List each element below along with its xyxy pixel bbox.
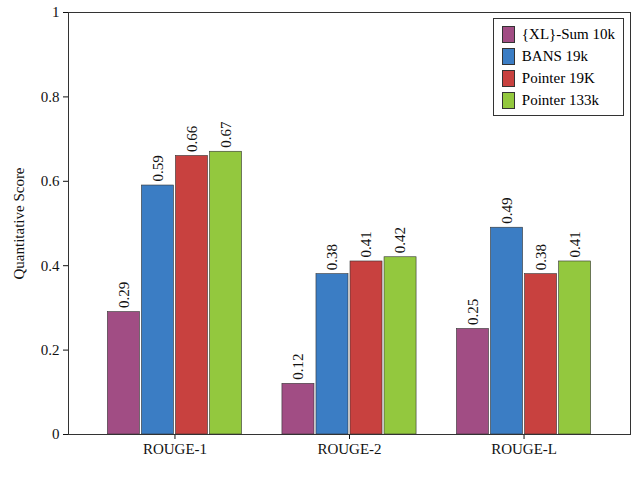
svg-text:0: 0 bbox=[52, 426, 60, 442]
svg-text:0.38: 0.38 bbox=[324, 244, 340, 270]
svg-text:1: 1 bbox=[52, 4, 60, 20]
svg-text:0.29: 0.29 bbox=[116, 282, 132, 308]
svg-text:0.49: 0.49 bbox=[499, 197, 515, 223]
svg-text:ROUGE-1: ROUGE-1 bbox=[143, 441, 207, 457]
svg-text:ROUGE-2: ROUGE-2 bbox=[317, 441, 381, 457]
svg-text:0.6: 0.6 bbox=[41, 173, 60, 189]
html-text:Pointer 133k: Pointer 133k bbox=[521, 91, 599, 108]
svg-text:ROUGE-L: ROUGE-L bbox=[491, 441, 557, 457]
svg-text:0.67: 0.67 bbox=[218, 121, 234, 148]
svg-text:0.66: 0.66 bbox=[184, 125, 200, 152]
svg-text:0.41: 0.41 bbox=[358, 231, 374, 257]
svg-text:0.25: 0.25 bbox=[465, 299, 481, 325]
svg-text:0.2: 0.2 bbox=[41, 342, 60, 358]
svg-text:0.38: 0.38 bbox=[533, 244, 549, 270]
svg-text:0.59: 0.59 bbox=[150, 155, 166, 181]
svg-text:0.42: 0.42 bbox=[392, 227, 408, 253]
svg-text:0.4: 0.4 bbox=[41, 258, 60, 274]
html-text:Pointer 19K: Pointer 19K bbox=[521, 69, 595, 86]
svg-text:Quantitative Score: Quantitative Score bbox=[11, 167, 27, 279]
html-text:BANS 19k: BANS 19k bbox=[521, 47, 589, 64]
svg-text:0.8: 0.8 bbox=[41, 89, 60, 105]
svg-text:0.12: 0.12 bbox=[290, 354, 306, 380]
svg-text:0.41: 0.41 bbox=[567, 231, 583, 257]
html-text:{XL}-Sum 10k: {XL}-Sum 10k bbox=[521, 25, 615, 42]
